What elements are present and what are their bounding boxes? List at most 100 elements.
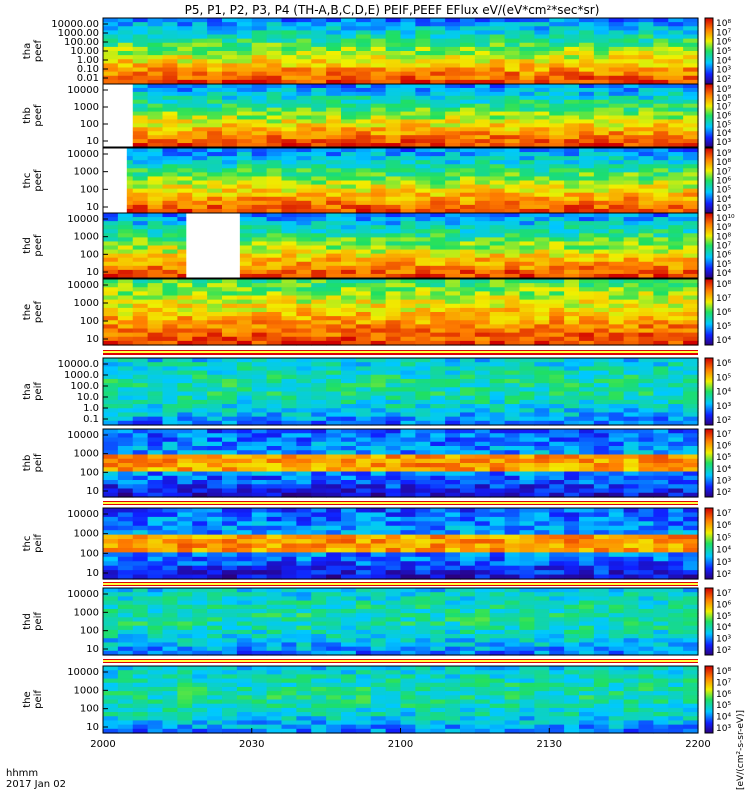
heatmap-cell: [519, 253, 535, 259]
heatmap-cell: [355, 143, 372, 148]
heatmap-cell: [266, 46, 283, 52]
heatmap-cell: [177, 324, 193, 330]
heatmap-cell: [474, 320, 491, 325]
heatmap-cell: [579, 127, 595, 132]
heatmap-cell: [683, 26, 699, 31]
heatmap-cell: [534, 437, 550, 443]
heatmap-cell: [430, 475, 446, 481]
heatmap-cell: [236, 383, 253, 388]
heatmap-cell: [534, 454, 550, 460]
heatmap-cell: [192, 67, 208, 73]
heatmap-cell: [400, 107, 416, 113]
heatmap-cell: [236, 265, 253, 271]
heatmap-cell: [638, 188, 654, 194]
heatmap-cell: [668, 103, 684, 109]
heatmap-cell: [445, 441, 461, 447]
heatmap-cell: [534, 139, 550, 144]
heatmap-cell: [311, 42, 327, 48]
heatmap-cell: [311, 561, 327, 567]
heatmap-cell: [355, 95, 372, 101]
heatmap-cell: [430, 370, 446, 376]
heatmap-cell: [326, 200, 342, 206]
heatmap-cell: [400, 516, 416, 522]
heatmap-cell: [683, 233, 699, 238]
heatmap-cell: [668, 237, 684, 243]
heatmap-cell: [430, 471, 446, 477]
heatmap-cell: [400, 391, 416, 397]
heatmap-cell: [683, 287, 699, 292]
heatmap-cell: [415, 180, 431, 186]
heatmap-cell: [162, 450, 178, 456]
heatmap-cell: [534, 192, 550, 198]
heatmap-cell: [474, 30, 491, 36]
heatmap-cell: [117, 336, 134, 342]
heatmap-cell: [341, 299, 357, 305]
heatmap-cell: [474, 26, 491, 31]
heatmap-cell: [132, 539, 149, 545]
heatmap-cell: [593, 42, 610, 48]
heatmap-cell: [683, 299, 699, 305]
heatmap-cell: [370, 107, 387, 113]
heatmap-cell: [638, 399, 654, 405]
heatmap-cell: [400, 156, 416, 161]
heatmap-cell: [593, 18, 610, 23]
heatmap-cell: [385, 395, 402, 401]
heatmap-cell: [207, 391, 223, 397]
heatmap-cell: [385, 370, 402, 376]
heatmap-cell: [623, 257, 640, 263]
heatmap-cell: [103, 63, 119, 69]
heatmap-cell: [415, 484, 431, 490]
heatmap-cell: [341, 148, 357, 153]
heatmap-cell: [623, 237, 640, 243]
heatmap-cell: [623, 332, 640, 338]
heatmap-cell: [222, 416, 238, 422]
heatmap-cell: [519, 168, 535, 173]
heatmap-cell: [623, 46, 640, 52]
heatmap-cell: [460, 30, 476, 36]
heatmap-cell: [564, 164, 580, 169]
heatmap-cell: [281, 156, 297, 161]
heatmap-cell: [668, 241, 684, 247]
heatmap-cell: [341, 433, 357, 439]
heatmap-cell: [132, 269, 149, 275]
heatmap-cell: [564, 450, 580, 456]
heatmap-cell: [281, 387, 297, 393]
heatmap-cell: [653, 135, 669, 140]
heatmap-cell: [579, 123, 595, 128]
heatmap-cell: [177, 176, 193, 182]
heatmap-cell: [222, 463, 238, 468]
heatmap-cell: [415, 316, 431, 321]
heatmap-cell: [355, 168, 372, 173]
heatmap-cell: [132, 131, 149, 136]
heatmap-cell: [132, 312, 149, 317]
heatmap-cell: [460, 370, 476, 376]
heatmap-cell: [236, 75, 253, 81]
heatmap-cell: [534, 320, 550, 325]
heatmap-cell: [341, 22, 357, 27]
heatmap-cell: [266, 265, 283, 271]
heatmap-cell: [341, 283, 357, 288]
heatmap-cell: [400, 307, 416, 313]
heatmap-cell: [430, 543, 446, 549]
heatmap-cell: [117, 508, 134, 514]
heatmap-cell: [117, 291, 134, 297]
heatmap-cell: [207, 312, 223, 317]
heatmap-cell: [311, 471, 327, 477]
heatmap-cell: [117, 295, 134, 301]
heatmap-cell: [311, 22, 327, 27]
heatmap-cell: [132, 156, 149, 161]
heatmap-cell: [296, 467, 312, 473]
heatmap-cell: [311, 38, 327, 44]
heatmap-cell: [608, 454, 625, 460]
heatmap-cell: [579, 131, 595, 136]
heatmap-cell: [222, 450, 238, 456]
heatmap-cell: [207, 204, 223, 210]
heatmap-cell: [564, 184, 580, 190]
heatmap-cell: [608, 320, 625, 325]
heatmap-cell: [236, 229, 253, 234]
heatmap-cell: [326, 446, 342, 451]
heatmap-cell: [460, 446, 476, 451]
heatmap-cell: [474, 269, 491, 275]
heatmap-cell: [192, 539, 208, 545]
heatmap-cell: [415, 561, 431, 567]
